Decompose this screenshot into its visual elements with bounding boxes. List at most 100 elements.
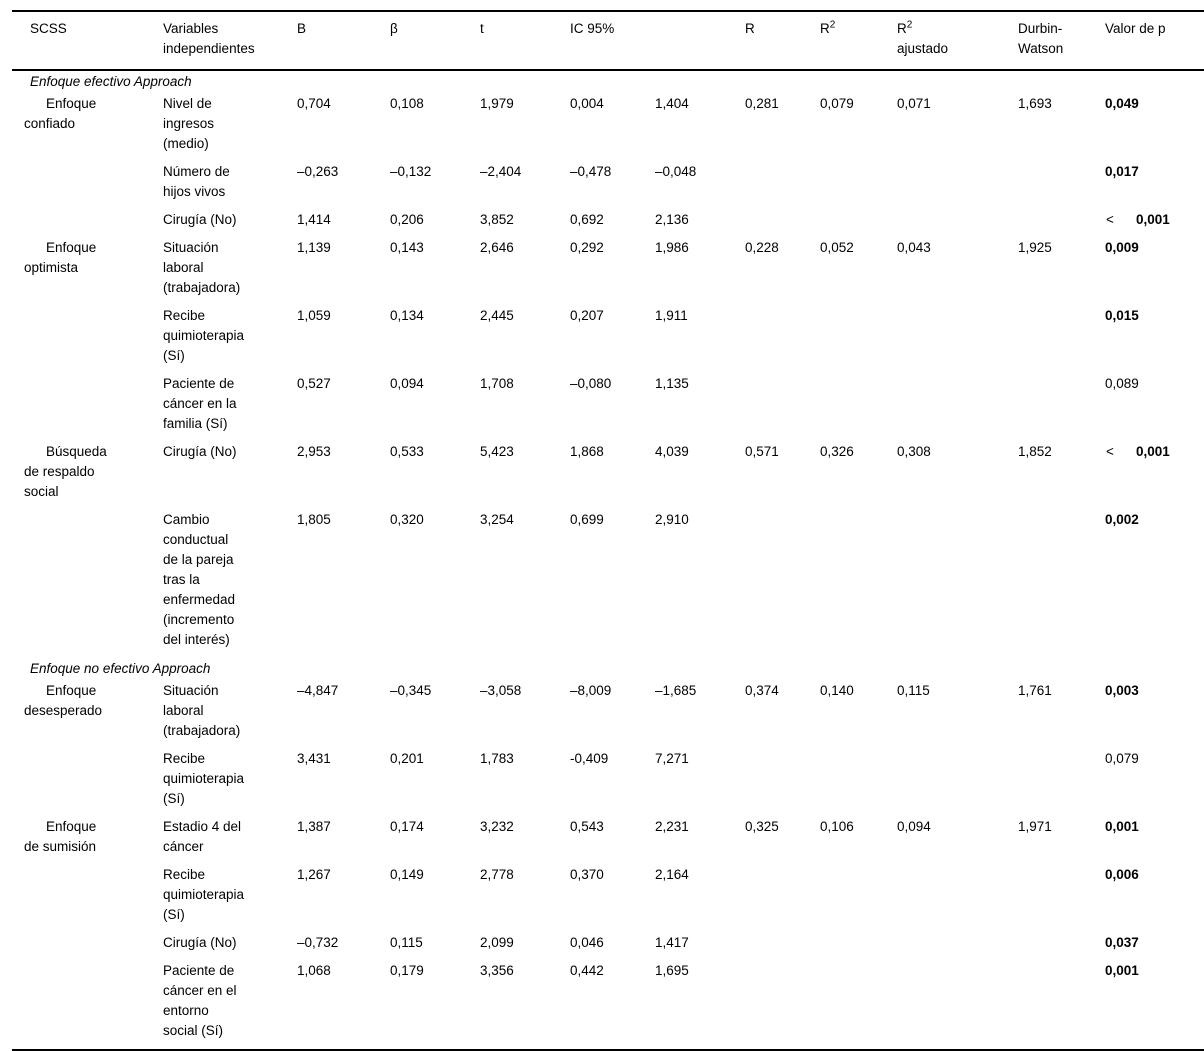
cell-beta: 0,206 <box>390 212 424 227</box>
cell-variable-line: ingresos <box>163 116 215 131</box>
table-row: Paciente de cáncer en el entorno social (Sí… <box>12 961 1204 1050</box>
cell-scss <box>12 306 163 374</box>
cell-r2 <box>820 162 897 210</box>
table-body: Enfoque efectivo Approach Enfoque confiado… <box>12 70 1204 1050</box>
table-row: Recibe quimioterapia (Sí) 1,059 0,134 2,445 0,… <box>12 306 1204 374</box>
cell-t: 3,852 <box>480 212 514 227</box>
cell-r <box>745 306 820 374</box>
cell-scss-line: social <box>24 484 59 499</box>
table-row: Enfoque optimista Situación laboral (trabaja… <box>12 238 1204 306</box>
cell-scss <box>12 865 163 933</box>
cell-beta: 0,108 <box>390 96 424 111</box>
p-value: 0,015 <box>1105 308 1139 323</box>
cell-r2-adj <box>897 749 1018 817</box>
cell-scss-line: Enfoque <box>46 240 97 255</box>
cell-ic-upper: 2,231 <box>655 819 689 834</box>
cell-ic-lower: 0,543 <box>570 819 604 834</box>
col-header-b: B <box>297 11 390 71</box>
cell-scss-line: Búsqueda <box>46 444 107 459</box>
cell-variable: Paciente de cáncer en la familia (Sí) <box>163 374 297 442</box>
cell-variable: Situación laboral (trabajadora) <box>163 681 297 749</box>
less-than-sign: < <box>1106 444 1114 459</box>
cell-r <box>745 933 820 961</box>
cell-b: 1,414 <box>297 212 331 227</box>
p-value: 0,006 <box>1105 867 1139 882</box>
cell-beta: –0,345 <box>390 683 432 698</box>
cell-r: 0,228 <box>745 240 779 255</box>
cell-ic-upper: 1,911 <box>655 308 688 323</box>
col-header-valor-de-p: Valor de p <box>1101 11 1204 71</box>
cell-b: 1,267 <box>297 867 331 882</box>
cell-ic-lower: 0,046 <box>570 935 604 950</box>
cell-beta: 0,134 <box>390 308 424 323</box>
cell-beta: 0,143 <box>390 240 424 255</box>
cell-r2 <box>820 510 897 658</box>
cell-variable: Número de hijos vivos <box>163 162 297 210</box>
cell-r <box>745 210 820 238</box>
header-row: SCSS Variables independientes B β t IC 9… <box>12 11 1204 71</box>
cell-r2 <box>820 306 897 374</box>
cell-r2-adj: 0,115 <box>897 683 930 698</box>
cell-ic-lower: –0,080 <box>570 376 612 391</box>
cell-dw <box>1018 865 1101 933</box>
cell-p: 0,015 <box>1101 306 1204 374</box>
cell-r2-adj: 0,308 <box>897 444 931 459</box>
col-header-t: t <box>480 11 570 71</box>
cell-variable-line: entorno <box>163 1003 209 1018</box>
p-value: 0,001 <box>1105 963 1139 978</box>
cell-r2-adj <box>897 374 1018 442</box>
cell-variable: Cirugía (No) <box>163 933 297 961</box>
table-row: Recibe quimioterapia (Sí) 3,431 0,201 1,783 -0… <box>12 749 1204 817</box>
cell-p: 0,006 <box>1101 865 1204 933</box>
p-value: 0,009 <box>1105 240 1139 255</box>
cell-dw <box>1018 933 1101 961</box>
table-row: Cirugía (No) –0,732 0,115 2,099 0,046 1,417 0,… <box>12 933 1204 961</box>
less-than-sign: < <box>1106 212 1114 227</box>
cell-r2-adj <box>897 162 1018 210</box>
cell-variable-line: Recibe <box>163 867 206 882</box>
col-header-beta: β <box>390 11 480 71</box>
cell-p: 0,009 <box>1101 238 1204 306</box>
cell-t: 1,708 <box>480 376 514 391</box>
cell-r: 0,325 <box>745 819 779 834</box>
regression-table: SCSS Variables independientes B β t IC 9… <box>12 10 1204 1051</box>
cell-variable-line: Número de <box>163 164 230 179</box>
cell-scss-line: de respaldo <box>24 464 95 479</box>
cell-variable: Cirugía (No) <box>163 442 297 510</box>
cell-p: 0,089 <box>1101 374 1204 442</box>
cell-beta: 0,179 <box>390 963 424 978</box>
cell-r2-adj <box>897 306 1018 374</box>
cell-scss: Enfoque de sumisión <box>12 817 163 865</box>
cell-ic-upper: 7,271 <box>655 751 689 766</box>
cell-r: 0,571 <box>745 444 779 459</box>
cell-ic-upper: 1,417 <box>655 935 689 950</box>
cell-variable-line: laboral <box>163 703 204 718</box>
r2-base: R <box>820 21 830 36</box>
p-value: 0,017 <box>1105 164 1139 179</box>
cell-scss <box>12 961 163 1050</box>
cell-scss <box>12 162 163 210</box>
table-header: SCSS Variables independientes B β t IC 9… <box>12 11 1204 71</box>
cell-ic-lower: 0,207 <box>570 308 604 323</box>
cell-r2 <box>820 210 897 238</box>
col-header-r2: R2 <box>820 11 897 71</box>
cell-ic-upper: 2,136 <box>655 212 689 227</box>
cell-variable-line: (trabajadora) <box>163 280 241 295</box>
cell-variable-line: cáncer <box>163 839 204 854</box>
cell-variable: Situación laboral (trabajadora) <box>163 238 297 306</box>
cell-p: 0,079 <box>1101 749 1204 817</box>
cell-variable-line: (incremento <box>163 612 235 627</box>
cell-b: 1,387 <box>297 819 331 834</box>
cell-ic-lower: 0,442 <box>570 963 604 978</box>
col-header-ic95: IC 95% <box>570 11 745 71</box>
cell-variable-line: cáncer en el <box>163 983 237 998</box>
cell-r2-adj: 0,071 <box>897 96 931 111</box>
cell-dw: 1,761 <box>1018 683 1052 698</box>
cell-r: 0,281 <box>745 96 779 111</box>
cell-scss <box>12 374 163 442</box>
cell-variable-line: tras la <box>163 572 200 587</box>
cell-t: 2,445 <box>480 308 514 323</box>
cell-b: 0,704 <box>297 96 331 111</box>
cell-p: <0,001 <box>1101 442 1204 510</box>
cell-scss-line: Enfoque <box>46 96 97 111</box>
